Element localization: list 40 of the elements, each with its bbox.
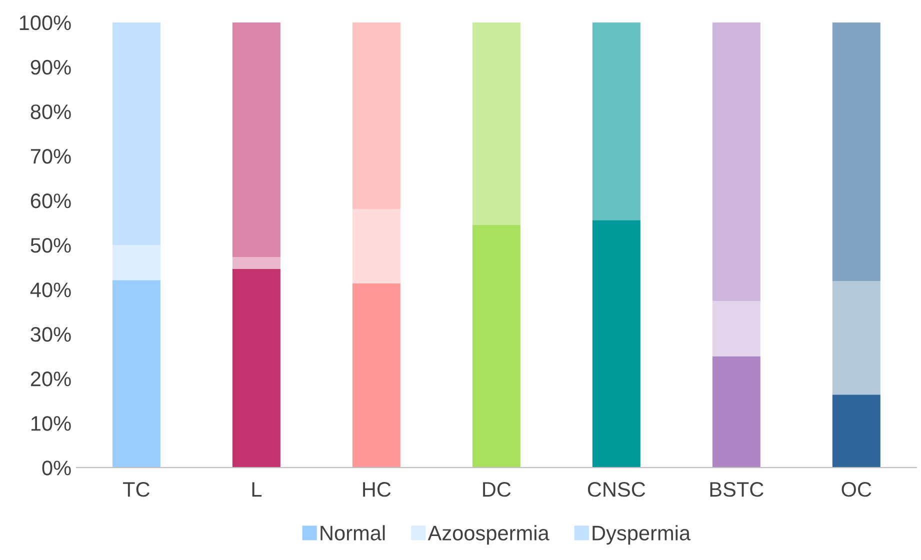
- x-tick-label: DC: [483, 482, 511, 497]
- bar: [352, 208, 400, 284]
- bar: [832, 22, 880, 282]
- bar: [232, 269, 280, 468]
- x-tick-label: CNSC: [588, 482, 646, 497]
- bar: [712, 301, 760, 356]
- y-tick-label: 40%: [30, 282, 71, 298]
- y-tick-label: 20%: [30, 372, 71, 386]
- y-tick-label: 60%: [30, 193, 71, 208]
- y-tick-label: 100%: [20, 15, 71, 30]
- x-tick-label: OC: [842, 482, 872, 497]
- x-tick-label: L: [252, 482, 262, 497]
- legend-label: Azoospermia: [428, 525, 550, 545]
- y-tick-label: 10%: [31, 416, 71, 431]
- x-tick-label: BSTC: [710, 482, 764, 497]
- bar: [832, 281, 880, 395]
- y-tick-label: 50%: [30, 238, 71, 253]
- bar: [472, 22, 520, 225]
- bar: [352, 283, 400, 468]
- bar: [592, 22, 640, 220]
- legend-label: Normal: [320, 525, 385, 540]
- bar: [712, 22, 760, 302]
- y-tick-label: 90%: [30, 60, 71, 75]
- bar: [112, 280, 160, 468]
- y-tick-label: 30%: [30, 327, 71, 342]
- bar: [352, 22, 400, 209]
- y-tick-label: 80%: [30, 104, 71, 120]
- y-tick-label: 0%: [42, 460, 71, 476]
- bar: [472, 224, 520, 468]
- bar: [112, 245, 160, 280]
- bar: [832, 394, 880, 468]
- bar: [712, 356, 760, 468]
- bar: [112, 22, 160, 245]
- x-tick-label: TC: [123, 482, 150, 497]
- legend-label: Dyspermia: [592, 525, 691, 545]
- x-tick-label: HC: [363, 482, 391, 497]
- bar: [232, 257, 280, 270]
- bar: [592, 220, 640, 468]
- y-tick-label: 70%: [30, 148, 71, 164]
- bar: [232, 22, 280, 258]
